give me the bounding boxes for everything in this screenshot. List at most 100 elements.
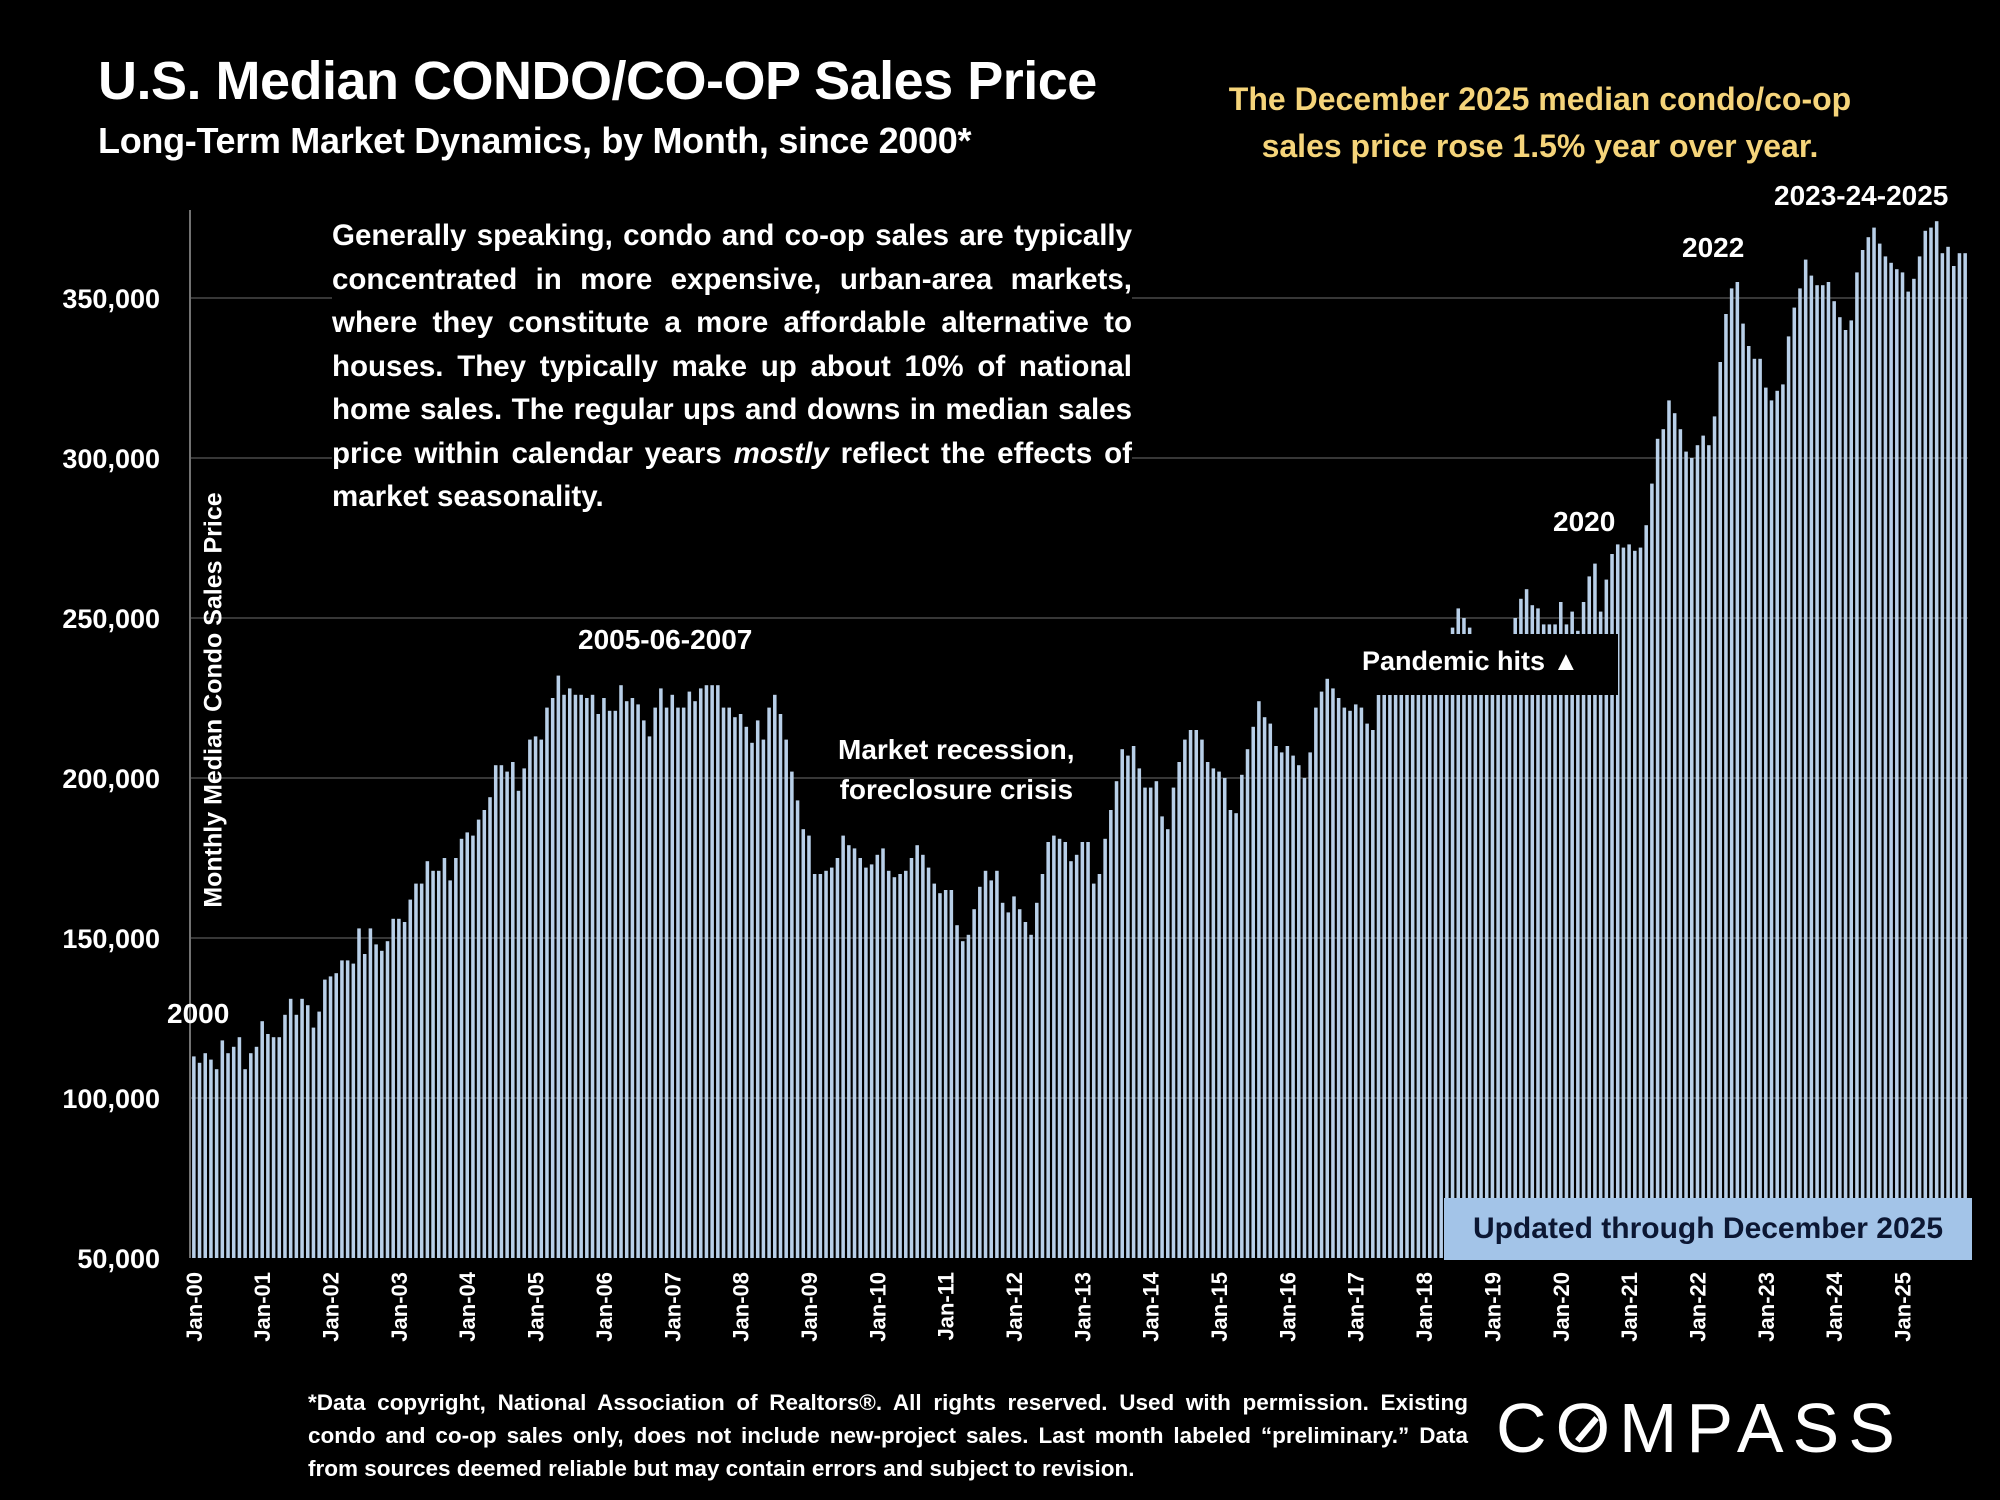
bar xyxy=(858,858,862,1258)
bar xyxy=(476,819,481,1258)
note-text-1: Generally speaking, condo and co-op sale… xyxy=(332,219,1132,470)
annotation-recession-line-1: Market recession, xyxy=(838,734,1075,765)
bar xyxy=(488,797,492,1258)
bar xyxy=(1655,438,1660,1258)
bar xyxy=(1838,317,1842,1258)
bar xyxy=(1502,666,1506,1258)
bar xyxy=(1137,768,1142,1258)
bar xyxy=(1063,842,1068,1258)
bar xyxy=(676,707,680,1258)
bar xyxy=(505,771,509,1258)
bar xyxy=(795,800,800,1258)
bar xyxy=(1877,243,1882,1259)
bar xyxy=(1262,717,1267,1258)
bar xyxy=(1729,288,1734,1258)
bar xyxy=(454,858,458,1258)
bar xyxy=(1000,902,1005,1258)
annotation-2020: 2020 xyxy=(1553,506,1616,537)
bar xyxy=(767,707,771,1258)
bar xyxy=(1598,611,1603,1258)
bar xyxy=(1097,874,1102,1258)
bar xyxy=(1570,611,1574,1258)
bar xyxy=(334,973,338,1258)
bar xyxy=(1148,787,1153,1258)
bar xyxy=(448,880,452,1258)
y-tick-label: 250,000 xyxy=(62,604,160,634)
bar xyxy=(249,1053,253,1258)
bar xyxy=(1769,400,1774,1258)
bar xyxy=(203,1053,207,1258)
chart-title: U.S. Median CONDO/CO-OP Sales Price xyxy=(98,51,1097,111)
bar xyxy=(220,1040,225,1258)
bar xyxy=(1484,650,1489,1258)
annotation-recession: Market recession, foreclosure crisis xyxy=(838,730,1075,810)
bar xyxy=(1462,618,1466,1258)
bar xyxy=(989,880,993,1258)
bar xyxy=(1741,323,1745,1259)
bar xyxy=(1952,266,1956,1258)
bar xyxy=(784,739,788,1258)
bar xyxy=(573,694,578,1258)
bar xyxy=(397,918,401,1258)
bar xyxy=(1240,774,1244,1258)
bar xyxy=(567,688,572,1258)
bar xyxy=(733,717,737,1258)
bar xyxy=(636,704,640,1258)
x-tick-label: Jan-03 xyxy=(387,1272,412,1342)
bar xyxy=(881,848,885,1258)
bar xyxy=(698,688,703,1258)
bar xyxy=(750,742,754,1258)
bar xyxy=(482,810,487,1258)
y-tick-label: 50,000 xyxy=(77,1244,160,1274)
bar xyxy=(1900,272,1905,1258)
bar xyxy=(585,698,589,1258)
x-tick-label: Jan-17 xyxy=(1344,1272,1369,1342)
bar xyxy=(1957,253,1962,1258)
bar xyxy=(1080,842,1085,1258)
bar xyxy=(1126,755,1130,1258)
bar xyxy=(1279,752,1284,1258)
bar xyxy=(1792,307,1797,1259)
bar xyxy=(847,845,851,1258)
updated-through-badge: Updated through December 2025 xyxy=(1444,1198,1972,1260)
bar xyxy=(1029,934,1033,1258)
bar xyxy=(1393,637,1398,1258)
bar xyxy=(966,934,971,1258)
bar xyxy=(414,883,418,1258)
bar xyxy=(1091,883,1096,1258)
bar xyxy=(1131,746,1136,1258)
bar xyxy=(949,890,954,1258)
bar xyxy=(972,909,976,1258)
bar xyxy=(653,707,657,1258)
bar xyxy=(209,1059,213,1258)
bar xyxy=(630,698,635,1258)
bar xyxy=(1633,550,1637,1258)
x-tick-label: Jan-09 xyxy=(797,1272,822,1342)
bar xyxy=(1205,762,1210,1258)
bar xyxy=(932,883,937,1258)
bar xyxy=(1627,544,1631,1258)
bar xyxy=(1724,314,1728,1258)
x-tick-label: Jan-21 xyxy=(1617,1272,1642,1342)
bar xyxy=(1775,390,1779,1258)
note-text-2: reflect the effects of market seasonalit… xyxy=(332,436,1132,514)
bar xyxy=(328,976,333,1258)
x-axis-ticks: Jan-00 Jan-01 Jan-02 Jan-03 Jan-04 Jan-05 Jan-… xyxy=(182,1271,1916,1341)
bar xyxy=(1109,810,1113,1258)
bar xyxy=(1086,842,1090,1258)
logo-rest: MPASS xyxy=(1619,1389,1904,1467)
explanatory-note: Generally speaking, condo and co-op sale… xyxy=(332,214,1132,519)
bar xyxy=(1604,579,1609,1258)
bar xyxy=(938,893,942,1258)
bar xyxy=(1661,429,1666,1258)
bar xyxy=(687,691,692,1258)
pandemic-label-background xyxy=(1364,634,1618,695)
x-tick-label: Jan-05 xyxy=(524,1272,549,1342)
annotation-recession-line-2: foreclosure crisis xyxy=(839,774,1074,805)
bar xyxy=(915,845,919,1258)
bar xyxy=(693,701,697,1258)
x-tick-label: Jan-20 xyxy=(1549,1272,1574,1342)
bar xyxy=(1268,723,1273,1258)
bar xyxy=(1194,730,1199,1258)
